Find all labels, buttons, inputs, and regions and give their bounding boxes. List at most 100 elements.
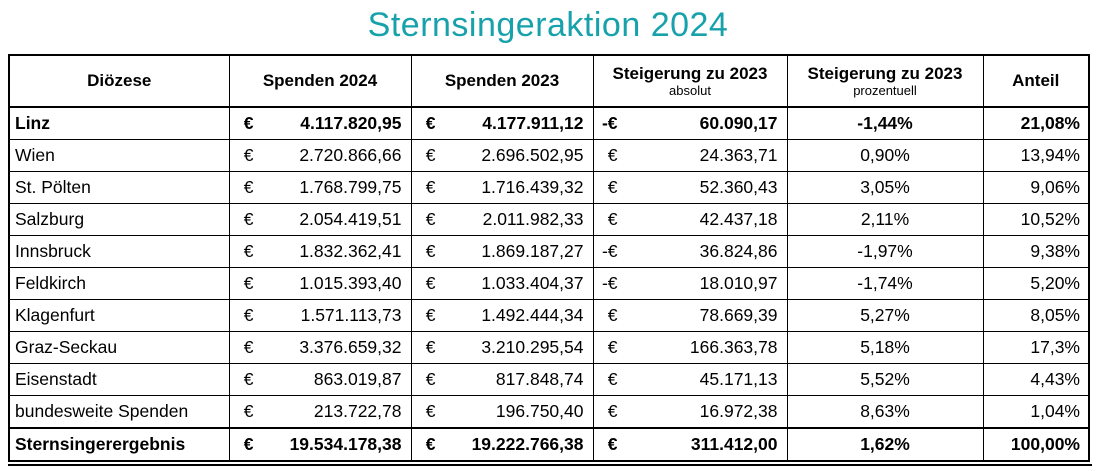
dioezese-cell: Klagenfurt	[8, 299, 230, 332]
header-dioezese: Diözese	[8, 54, 230, 108]
spenden-2024-cell: € 2.054.419,51	[228, 203, 412, 236]
header-steigerung-prozentuell-title: Steigerung zu 2023	[807, 64, 963, 84]
spenden-2024-cell: € 213.722,78	[228, 395, 412, 429]
steigerung-absolut-cell: € 16.972,38	[592, 395, 788, 429]
steigerung-absolut-value: 60.090,17	[699, 113, 778, 133]
header-anteil-label: Anteil	[1012, 71, 1060, 91]
spenden-2023-cell: € 1.033.404,37	[410, 267, 594, 300]
spenden-2024-cell: € 1.768.799,75	[228, 171, 412, 204]
dioezese-cell: Innsbruck	[8, 235, 230, 268]
currency-symbol: €	[243, 401, 254, 421]
header-anteil: Anteil	[982, 54, 1090, 108]
steigerung-absolut-value: 52.360,43	[699, 177, 778, 197]
spenden-2023-cell: € 19.222.766,38	[410, 427, 594, 462]
dioezese-cell: Linz	[8, 106, 230, 140]
steigerung-prozentuell-cell: 5,18%	[786, 331, 984, 364]
currency-symbol: -€	[601, 273, 618, 293]
spenden-2023-cell: € 196.750,40	[410, 395, 594, 429]
currency-symbol: €	[425, 434, 436, 454]
header-spenden-2023-label: Spenden 2023	[444, 71, 560, 91]
spenden-2023-cell: € 1.716.439,32	[410, 171, 594, 204]
spenden-2024-value: 1.832.362,41	[299, 241, 402, 261]
table-row: Eisenstadt € 863.019,87 € 817.848,74 € 4…	[8, 363, 1090, 396]
steigerung-absolut-value: 16.972,38	[699, 401, 778, 421]
dioezese-cell: Sternsingerergebnis	[8, 427, 230, 462]
anteil-cell: 13,94%	[982, 139, 1090, 172]
spenden-2023-value: 19.222.766,38	[471, 434, 584, 454]
anteil-cell: 10,52%	[982, 203, 1090, 236]
spenden-2024-value: 3.376.659,32	[299, 337, 402, 357]
currency-symbol: -€	[601, 241, 618, 261]
currency-symbol: €	[607, 369, 618, 389]
steigerung-absolut-cell: € 166.363,78	[592, 331, 788, 364]
spenden-2023-value: 1.716.439,32	[481, 177, 584, 197]
currency-symbol: €	[243, 177, 254, 197]
currency-symbol: €	[425, 177, 436, 197]
header-steigerung-absolut-sub: absolut	[669, 82, 711, 98]
anteil-cell: 4,43%	[982, 363, 1090, 396]
spenden-2023-value: 196.750,40	[495, 401, 584, 421]
steigerung-prozentuell-cell: 5,52%	[786, 363, 984, 396]
spenden-2024-cell: € 19.534.178,38	[228, 427, 412, 462]
currency-symbol: €	[243, 305, 254, 325]
dioezese-cell: Graz-Seckau	[8, 331, 230, 364]
steigerung-absolut-value: 166.363,78	[689, 337, 778, 357]
table-row: Innsbruck € 1.832.362,41 € 1.869.187,27 …	[8, 235, 1090, 268]
steigerung-absolut-value: 78.669,39	[699, 305, 778, 325]
currency-symbol: €	[425, 209, 436, 229]
steigerung-absolut-cell: € 42.437,18	[592, 203, 788, 236]
anteil-cell: 5,20%	[982, 267, 1090, 300]
spenden-2024-cell: € 2.720.866,66	[228, 139, 412, 172]
spenden-2024-cell: € 4.117.820,95	[228, 106, 412, 140]
anteil-cell: 1,04%	[982, 395, 1090, 429]
steigerung-absolut-value: 18.010,97	[699, 273, 778, 293]
spenden-2023-value: 2.696.502,95	[481, 145, 584, 165]
steigerung-prozentuell-cell: 8,63%	[786, 395, 984, 429]
spenden-2023-value: 1.869.187,27	[481, 241, 584, 261]
anteil-cell: 17,3%	[982, 331, 1090, 364]
spenden-2024-value: 863.019,87	[313, 369, 402, 389]
currency-symbol: €	[425, 145, 436, 165]
currency-symbol: €	[243, 369, 254, 389]
steigerung-absolut-value: 311.412,00	[690, 434, 778, 454]
table-row: Graz-Seckau € 3.376.659,32 € 3.210.295,5…	[8, 331, 1090, 364]
currency-symbol: -€	[601, 113, 618, 133]
steigerung-absolut-cell: -€ 18.010,97	[592, 267, 788, 300]
spenden-2024-value: 19.534.178,38	[289, 434, 402, 454]
dioezese-cell: Feldkirch	[8, 267, 230, 300]
currency-symbol: €	[607, 145, 618, 165]
anteil-cell: 8,05%	[982, 299, 1090, 332]
currency-symbol: €	[425, 273, 436, 293]
currency-symbol: €	[243, 209, 254, 229]
spenden-2024-value: 4.117.820,95	[300, 113, 402, 133]
dioezese-cell: bundesweite Spenden	[8, 395, 230, 429]
currency-symbol: €	[607, 401, 618, 421]
spenden-2023-cell: € 817.848,74	[410, 363, 594, 396]
spenden-2024-cell: € 1.832.362,41	[228, 235, 412, 268]
steigerung-prozentuell-cell: -1,44%	[786, 106, 984, 140]
spenden-2024-value: 1.768.799,75	[299, 177, 402, 197]
steigerung-absolut-cell: € 45.171,13	[592, 363, 788, 396]
table-bottom-double-border	[8, 464, 1092, 466]
table-header: Diözese Spenden 2024 Spenden 2023 Steige…	[8, 54, 1090, 108]
steigerung-absolut-value: 36.824,86	[699, 241, 778, 261]
table-row: bundesweite Spenden € 213.722,78 € 196.7…	[8, 395, 1090, 429]
spenden-2023-cell: € 1.869.187,27	[410, 235, 594, 268]
spenden-2024-cell: € 3.376.659,32	[228, 331, 412, 364]
currency-symbol: €	[607, 305, 618, 325]
table-body: Linz € 4.117.820,95 € 4.177.911,12 -€ 60…	[8, 106, 1090, 462]
header-steigerung-prozentuell: Steigerung zu 2023 prozentuell	[786, 54, 984, 108]
spenden-2023-cell: € 4.177.911,12	[410, 106, 594, 140]
anteil-cell: 9,06%	[982, 171, 1090, 204]
table-row: Klagenfurt € 1.571.113,73 € 1.492.444,34…	[8, 299, 1090, 332]
spenden-2023-value: 3.210.295,54	[481, 337, 584, 357]
steigerung-prozentuell-cell: -1,97%	[786, 235, 984, 268]
steigerung-absolut-cell: -€ 36.824,86	[592, 235, 788, 268]
steigerung-prozentuell-cell: 3,05%	[786, 171, 984, 204]
table-row: Sternsingerergebnis € 19.534.178,38 € 19…	[8, 427, 1090, 462]
steigerung-absolut-cell: € 78.669,39	[592, 299, 788, 332]
header-spenden-2023: Spenden 2023	[410, 54, 594, 108]
steigerung-absolut-cell: € 24.363,71	[592, 139, 788, 172]
spenden-2023-cell: € 2.011.982,33	[410, 203, 594, 236]
spenden-2024-value: 1.015.393,40	[299, 273, 402, 293]
